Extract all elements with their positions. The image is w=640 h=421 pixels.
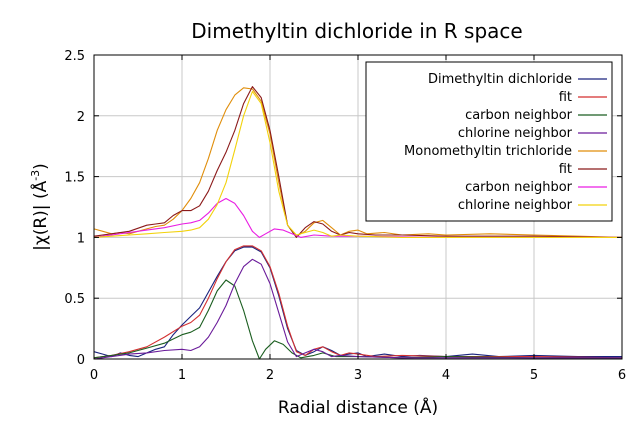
y-tick-label: 1 [77, 231, 85, 246]
y-axis: 0 0.5 1 1.5 2 2.5 [64, 49, 622, 368]
y-tick-label: 2.5 [64, 49, 85, 64]
legend-label-1: fit [559, 90, 572, 105]
series-line-5 [93, 86, 623, 238]
legend-label-7: chlorine neighbor [458, 198, 573, 213]
y-tick-label: 2 [77, 110, 85, 125]
x-tick-label: 2 [266, 368, 274, 383]
series-line-6 [93, 197, 622, 238]
legend-label-0: Dimethyltin dichloride [428, 72, 572, 87]
x-axis-label: Radial distance (Å) [278, 396, 438, 418]
y-axis-label-exponent: -3 [29, 170, 42, 181]
x-tick-label: 1 [178, 368, 186, 383]
legend-label-2: carbon neighbor [465, 108, 573, 123]
y-axis-label-close: ) [31, 163, 51, 170]
legend-label-4: Monomethyltin trichloride [404, 144, 572, 159]
series-line-2 [93, 279, 622, 360]
x-axis: 0 1 2 3 4 5 6 [90, 55, 626, 383]
series-line-7 [93, 90, 622, 238]
legend-box [365, 61, 613, 222]
chart-title: Dimethyltin dichloride in R space [191, 19, 522, 43]
legend: Dimethyltin dichloride fit carbon neighbor… [365, 61, 613, 222]
y-tick-label: 1.5 [64, 171, 85, 186]
series-group [93, 86, 623, 360]
series-line-1 [93, 245, 623, 359]
x-tick-label: 4 [442, 368, 450, 383]
legend-label-6: carbon neighbor [465, 180, 573, 195]
x-tick-label: 3 [354, 368, 362, 383]
series-line-3 [93, 258, 622, 360]
series-line-4 [93, 87, 623, 238]
x-tick-label: 6 [618, 368, 626, 383]
x-tick-label: 5 [530, 368, 538, 383]
y-axis-label-main: |χ(R)| (Å [29, 180, 51, 250]
y-tick-label: 0 [77, 353, 85, 368]
y-tick-label: 0.5 [64, 292, 85, 307]
legend-label-3: chlorine neighbor [458, 126, 573, 141]
legend-label-5: fit [559, 162, 572, 177]
y-axis-label: |χ(R)| (Å-3) [29, 163, 51, 251]
x-tick-label: 0 [90, 368, 98, 383]
